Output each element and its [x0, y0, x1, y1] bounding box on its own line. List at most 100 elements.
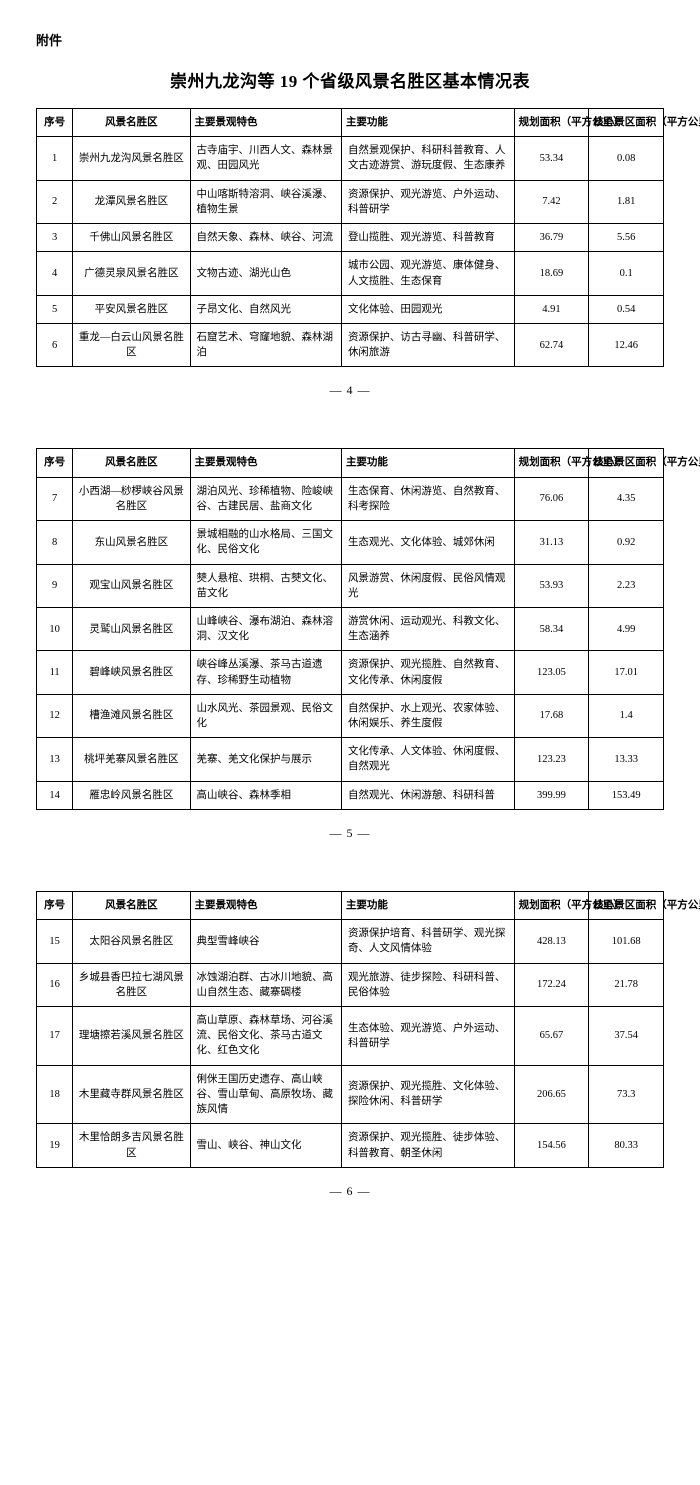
table-row: 12槽渔滩风景名胜区山水风光、茶园景观、民俗文化自然保护、水上观光、农家体验、休… — [37, 694, 664, 737]
cell-name: 理塘擦若溪风景名胜区 — [73, 1007, 190, 1066]
table-row: 15太阳谷风景名胜区典型雪峰峡谷资源保护培育、科普研学、观光探奇、人文风情体验4… — [37, 920, 664, 963]
col-func-header: 主要功能 — [341, 109, 514, 137]
cell-core: 0.92 — [589, 521, 664, 564]
col-func-header: 主要功能 — [341, 891, 514, 919]
cell-func: 文化传承、人文体验、休闲度假、自然观光 — [341, 738, 514, 781]
cell-feat: 湖泊风光、珍稀植物、险峻峡谷、古建民居、盐商文化 — [190, 477, 341, 520]
cell-name: 龙潭风景名胜区 — [73, 180, 190, 223]
cell-core: 5.56 — [589, 224, 664, 252]
cell-area: 428.13 — [514, 920, 589, 963]
cell-seq: 12 — [37, 694, 73, 737]
table-row: 9观宝山风景名胜区僰人悬棺、珙桐、古僰文化、苗文化风景游赏、休闲度假、民俗风情观… — [37, 564, 664, 607]
col-seq-header: 序号 — [37, 109, 73, 137]
cell-name: 太阳谷风景名胜区 — [73, 920, 190, 963]
table-row: 11碧峰峡风景名胜区峡谷峰丛溪瀑、茶马古道遗存、珍稀野生动植物资源保护、观光揽胜… — [37, 651, 664, 694]
cell-area: 172.24 — [514, 963, 589, 1006]
cell-feat: 山水风光、茶园景观、民俗文化 — [190, 694, 341, 737]
cell-feat: 羌寨、羌文化保护与展示 — [190, 738, 341, 781]
cell-func: 自然景观保护、科研科普教育、人文古迹游赏、游玩度假、生态康养 — [341, 137, 514, 180]
page-number: — 5 — — [36, 826, 664, 841]
cell-feat: 子昂文化、自然风光 — [190, 295, 341, 323]
cell-seq: 13 — [37, 738, 73, 781]
page-2: 序号 风景名胜区 主要景观特色 主要功能 规划面积（平方公里） 核心景区面积（平… — [0, 418, 700, 861]
cell-core: 37.54 — [589, 1007, 664, 1066]
cell-name: 灵鹫山风景名胜区 — [73, 607, 190, 650]
cell-name: 槽渔滩风景名胜区 — [73, 694, 190, 737]
page-3: 序号 风景名胜区 主要景观特色 主要功能 规划面积（平方公里） 核心景区面积（平… — [0, 861, 700, 1219]
table-row: 6重龙—白云山风景名胜区石窟艺术、穹窿地貌、森林湖泊资源保护、访古寻幽、科普研学… — [37, 323, 664, 366]
attachment-label: 附件 — [36, 30, 664, 49]
col-name-header: 风景名胜区 — [73, 891, 190, 919]
col-feat-header: 主要景观特色 — [190, 109, 341, 137]
table-header-row: 序号 风景名胜区 主要景观特色 主要功能 规划面积（平方公里） 核心景区面积（平… — [37, 891, 664, 919]
col-area-header: 规划面积（平方公里） — [514, 109, 589, 137]
cell-func: 资源保护、观光游览、户外运动、科普研学 — [341, 180, 514, 223]
cell-func: 资源保护、观光揽胜、自然教育、文化传承、休闲度假 — [341, 651, 514, 694]
cell-seq: 3 — [37, 224, 73, 252]
cell-name: 雁忠岭风景名胜区 — [73, 781, 190, 809]
cell-name: 乡城县香巴拉七湖风景名胜区 — [73, 963, 190, 1006]
cell-func: 自然保护、水上观光、农家体验、休闲娱乐、养生度假 — [341, 694, 514, 737]
cell-feat: 高山峡谷、森林季相 — [190, 781, 341, 809]
cell-func: 生态保育、休闲游览、自然教育、科考探险 — [341, 477, 514, 520]
cell-seq: 14 — [37, 781, 73, 809]
cell-func: 资源保护、观光揽胜、文化体验、探险休闲、科普研学 — [341, 1065, 514, 1124]
cell-seq: 16 — [37, 963, 73, 1006]
table-row: 3千佛山风景名胜区自然天象、森林、峡谷、河流登山揽胜、观光游览、科普教育36.7… — [37, 224, 664, 252]
cell-seq: 7 — [37, 477, 73, 520]
cell-seq: 5 — [37, 295, 73, 323]
cell-name: 碧峰峡风景名胜区 — [73, 651, 190, 694]
cell-area: 36.79 — [514, 224, 589, 252]
cell-feat: 峡谷峰丛溪瀑、茶马古道遗存、珍稀野生动植物 — [190, 651, 341, 694]
table-row: 13桃坪羌寨风景名胜区羌寨、羌文化保护与展示文化传承、人文体验、休闲度假、自然观… — [37, 738, 664, 781]
cell-area: 4.91 — [514, 295, 589, 323]
table-row: 19木里恰朗多吉风景名胜区雪山、峡谷、神山文化资源保护、观光揽胜、徒步体验、科普… — [37, 1124, 664, 1167]
cell-func: 自然观光、休闲游憩、科研科普 — [341, 781, 514, 809]
table-row: 1崇州九龙沟风景名胜区古寺庙宇、川西人文、森林景观、田园风光自然景观保护、科研科… — [37, 137, 664, 180]
cell-core: 0.08 — [589, 137, 664, 180]
cell-name: 广德灵泉风景名胜区 — [73, 252, 190, 295]
col-core-header: 核心景区面积（平方公里） — [589, 891, 664, 919]
cell-seq: 2 — [37, 180, 73, 223]
cell-core: 4.99 — [589, 607, 664, 650]
cell-seq: 19 — [37, 1124, 73, 1167]
col-core-header: 核心景区面积（平方公里） — [589, 109, 664, 137]
cell-core: 17.01 — [589, 651, 664, 694]
table-header-row: 序号 风景名胜区 主要景观特色 主要功能 规划面积（平方公里） 核心景区面积（平… — [37, 449, 664, 477]
cell-feat: 景城相融的山水格局、三国文化、民俗文化 — [190, 521, 341, 564]
cell-feat: 山峰峡谷、瀑布湖泊、森林溶洞、汉文化 — [190, 607, 341, 650]
cell-func: 登山揽胜、观光游览、科普教育 — [341, 224, 514, 252]
table-row: 16乡城县香巴拉七湖风景名胜区冰蚀湖泊群、古冰川地貌、高山自然生态、藏寨碉楼观光… — [37, 963, 664, 1006]
col-area-header: 规划面积（平方公里） — [514, 891, 589, 919]
cell-func: 观光旅游、徒步探险、科研科普、民俗体验 — [341, 963, 514, 1006]
cell-area: 65.67 — [514, 1007, 589, 1066]
cell-core: 1.81 — [589, 180, 664, 223]
cell-core: 4.35 — [589, 477, 664, 520]
scenic-table-3: 序号 风景名胜区 主要景观特色 主要功能 规划面积（平方公里） 核心景区面积（平… — [36, 891, 664, 1168]
table-row: 8东山风景名胜区景城相融的山水格局、三国文化、民俗文化生态观光、文化体验、城郊休… — [37, 521, 664, 564]
cell-seq: 8 — [37, 521, 73, 564]
cell-name: 千佛山风景名胜区 — [73, 224, 190, 252]
cell-name: 崇州九龙沟风景名胜区 — [73, 137, 190, 180]
cell-area: 58.34 — [514, 607, 589, 650]
cell-core: 2.23 — [589, 564, 664, 607]
cell-name: 木里藏寺群风景名胜区 — [73, 1065, 190, 1124]
cell-core: 153.49 — [589, 781, 664, 809]
cell-area: 123.05 — [514, 651, 589, 694]
cell-core: 13.33 — [589, 738, 664, 781]
page-title: 崇州九龙沟等 19 个省级风景名胜区基本情况表 — [36, 67, 664, 92]
cell-core: 80.33 — [589, 1124, 664, 1167]
cell-area: 123.23 — [514, 738, 589, 781]
cell-area: 399.99 — [514, 781, 589, 809]
cell-area: 62.74 — [514, 323, 589, 366]
cell-area: 53.34 — [514, 137, 589, 180]
cell-feat: 雪山、峡谷、神山文化 — [190, 1124, 341, 1167]
cell-core: 0.1 — [589, 252, 664, 295]
cell-seq: 15 — [37, 920, 73, 963]
cell-feat: 文物古迹、湖光山色 — [190, 252, 341, 295]
cell-area: 17.68 — [514, 694, 589, 737]
cell-area: 154.56 — [514, 1124, 589, 1167]
cell-seq: 10 — [37, 607, 73, 650]
cell-name: 木里恰朗多吉风景名胜区 — [73, 1124, 190, 1167]
cell-feat: 古寺庙宇、川西人文、森林景观、田园风光 — [190, 137, 341, 180]
